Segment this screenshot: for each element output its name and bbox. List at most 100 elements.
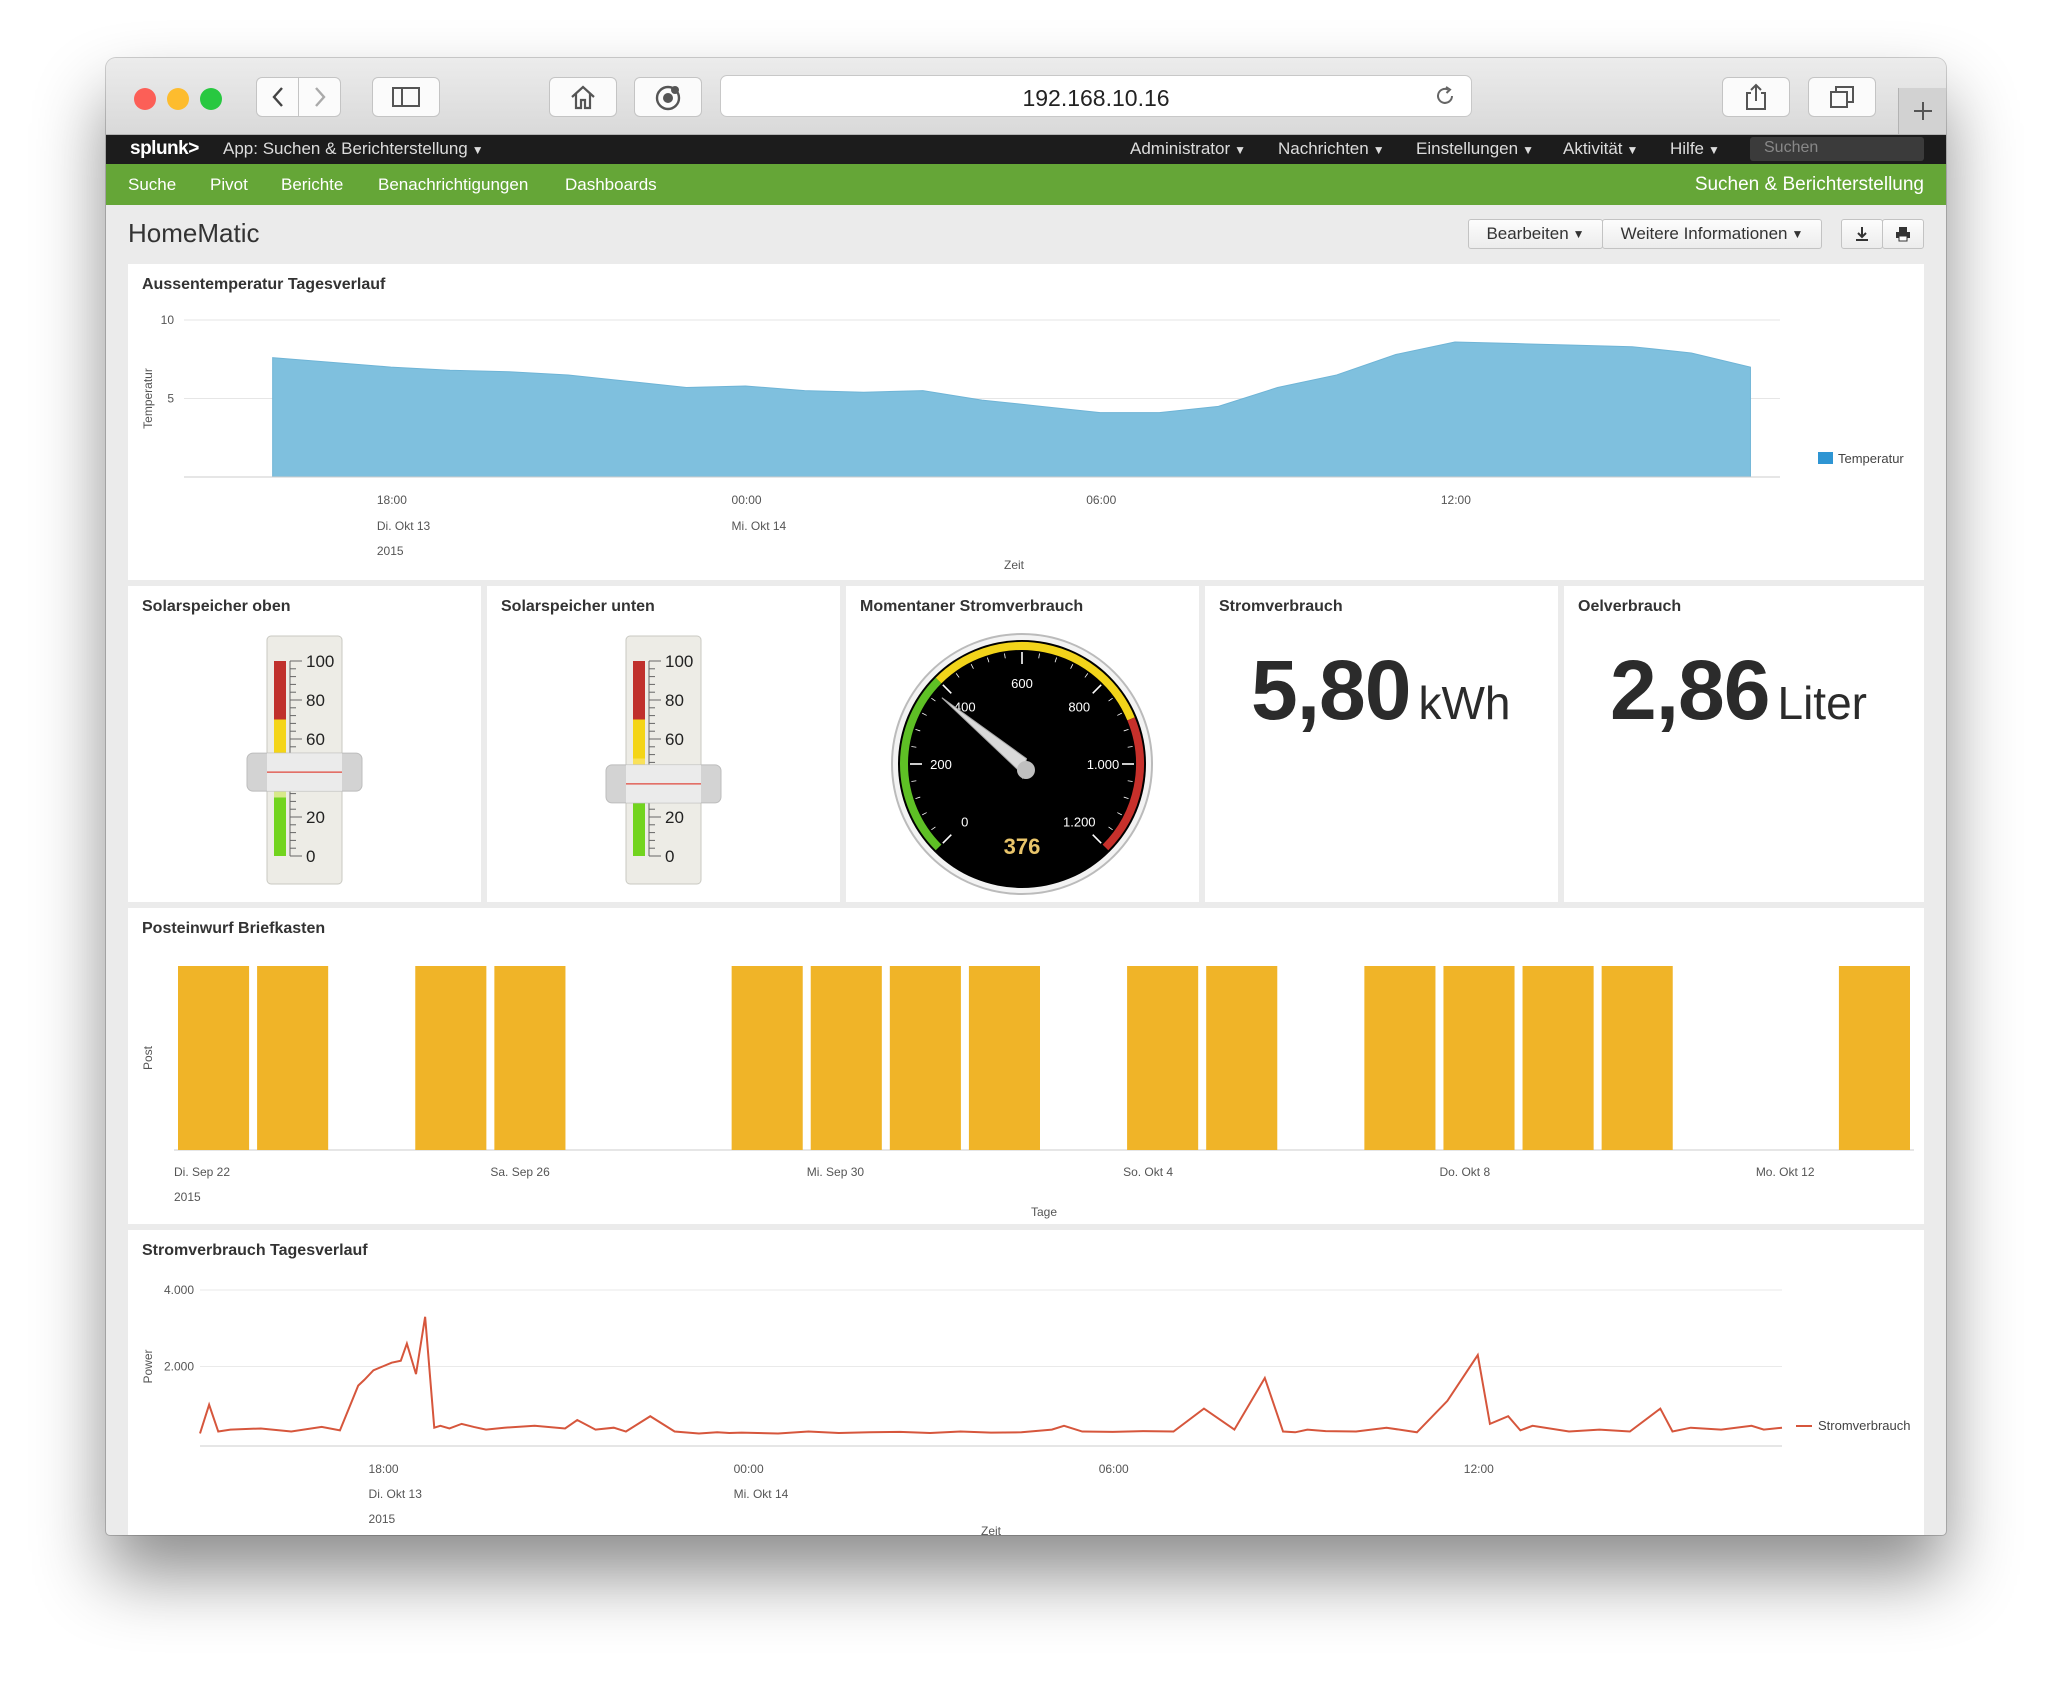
gauge-tick	[922, 812, 927, 816]
gauge-scale-label: 60	[306, 730, 325, 749]
gauge-tick	[915, 729, 921, 732]
panel-title: Momentaner Stromverbrauch	[860, 598, 1084, 615]
gauge-tick	[955, 673, 960, 678]
address-bar[interactable]: 192.168.10.16	[720, 75, 1472, 117]
bar	[889, 966, 961, 1150]
print-button[interactable]	[1882, 219, 1924, 249]
menu-administrator[interactable]: Administrator ▼	[1130, 139, 1247, 158]
more-info-button[interactable]: Weitere Informationen ▼	[1602, 219, 1822, 249]
bar	[1838, 966, 1910, 1150]
x-tick-label: 00:00	[734, 1462, 764, 1476]
power-day-chart: 4.000 2.000 18:00 Di. Okt 13 2015 00:00 Mi. Ok…	[141, 1283, 1910, 1535]
sidebar-icon	[392, 87, 420, 107]
app-name[interactable]: Suchen & Berichterstellung	[1694, 174, 1924, 195]
x-tick-date: Di. Okt 13	[377, 519, 431, 533]
bar	[415, 966, 487, 1150]
gauge-tick	[1004, 653, 1006, 659]
x-tick-label: Mo. Okt 12	[1756, 1165, 1815, 1179]
mailbox-panel: Posteinwurf Briefkasten Di. Sep 22 2015 Sa…	[128, 908, 1924, 1224]
browser-toolbar: 192.168.10.16	[106, 58, 1946, 135]
forward-button[interactable]	[298, 77, 341, 117]
minimize-window-button[interactable]	[167, 88, 189, 110]
zoom-window-button[interactable]	[200, 88, 222, 110]
mailbox-chart: Di. Sep 22 2015 Sa. Sep 26 Mi. Sep 30 So. Ok…	[141, 966, 1914, 1219]
gauge-color-band	[274, 719, 286, 759]
power-day-panel: Stromverbrauch Tagesverlauf 4.000 2.000 18…	[128, 1230, 1924, 1535]
x-tick-label: 06:00	[1099, 1462, 1129, 1476]
x-tick-year: 2015	[369, 1512, 396, 1526]
menu-help[interactable]: Hilfe ▼	[1670, 139, 1720, 158]
gauge-tick	[970, 664, 974, 669]
extension-icon	[655, 85, 681, 111]
single-value: 2,86 Liter	[1610, 642, 1867, 739]
temperature-chart: 10 5 18:00 Di. Okt 13 2015 00:00 Mi. Okt 14 06:…	[141, 313, 1904, 572]
gauge-tick	[911, 746, 917, 748]
extension-button[interactable]	[634, 77, 702, 117]
gauge-scale-label: 1.200	[1063, 814, 1096, 829]
chevron-down-icon: ▼	[471, 143, 484, 157]
gauge-tick	[1108, 697, 1113, 702]
solar-top-gauge: 020406080100	[246, 635, 363, 885]
x-tick-label: 12:00	[1441, 493, 1471, 507]
gauge-tick	[1038, 653, 1040, 659]
temperature-area	[272, 341, 1751, 478]
y-tick-label: 10	[161, 313, 175, 327]
x-axis-label: Zeit	[1004, 558, 1025, 572]
x-tick-label: 18:00	[377, 493, 407, 507]
solar-bottom-gauge: 020406080100	[605, 635, 722, 885]
bar	[968, 966, 1040, 1150]
chevron-right-icon	[314, 87, 326, 107]
home-button[interactable]	[549, 77, 617, 117]
back-button[interactable]	[256, 77, 299, 117]
x-tick-label: Do. Okt 8	[1439, 1165, 1490, 1179]
chevron-down-icon: ▼	[1626, 143, 1639, 157]
gauge-scale-label: 100	[665, 652, 693, 671]
splunk-search-input[interactable]: Suchen	[1750, 137, 1924, 161]
bar	[494, 966, 566, 1150]
y-tick-label: 2.000	[164, 1360, 194, 1374]
gauge-tick	[1108, 826, 1113, 831]
menu-activity[interactable]: Aktivität ▼	[1563, 139, 1639, 158]
gauge-tick	[942, 834, 952, 844]
app-selector[interactable]: App: Suchen & Berichterstellung ▼	[223, 139, 484, 158]
share-button[interactable]	[1722, 77, 1790, 117]
gauge-scale-label: 600	[1011, 676, 1033, 691]
panel-title: Stromverbrauch Tagesverlauf	[142, 1242, 368, 1259]
gauge-scale-label: 100	[306, 652, 334, 671]
tabs-overview-button[interactable]	[1808, 77, 1876, 117]
gauge-tick	[1054, 657, 1057, 663]
gauge-value-label: 376	[1004, 834, 1041, 859]
share-icon	[1746, 83, 1766, 110]
download-icon	[1856, 227, 1868, 241]
gauge-scale-label: 0	[961, 814, 968, 829]
export-button[interactable]	[1841, 219, 1883, 249]
menu-messages[interactable]: Nachrichten ▼	[1278, 139, 1385, 158]
energy-unit: kWh	[1418, 677, 1511, 729]
gauge-color-band	[633, 797, 645, 856]
sidebar-toggle-button[interactable]	[372, 77, 440, 117]
nav-pivot[interactable]: Pivot	[210, 175, 248, 194]
nav-dashboards[interactable]: Dashboards	[565, 175, 657, 194]
new-tab-button[interactable]	[1898, 88, 1946, 134]
nav-suche[interactable]: Suche	[128, 175, 177, 194]
gauge-color-band	[633, 661, 645, 720]
nav-berichte[interactable]: Berichte	[281, 175, 344, 194]
nav-benachrichtigungen[interactable]: Benachrichtigungen	[378, 175, 529, 194]
chevron-down-icon: ▼	[1372, 143, 1385, 157]
reload-icon[interactable]	[1433, 84, 1457, 108]
menu-settings[interactable]: Einstellungen ▼	[1416, 139, 1534, 158]
gauge-color-band	[274, 661, 286, 720]
splunk-logo[interactable]: splunk>	[130, 138, 199, 159]
gauge-tick	[987, 657, 990, 663]
energy-value: 5,80	[1251, 643, 1411, 737]
chevron-left-icon	[271, 87, 283, 107]
close-window-button[interactable]	[134, 88, 156, 110]
gauge-tick	[1092, 684, 1102, 694]
gauge-scale-label: 60	[665, 730, 684, 749]
chevron-down-icon: ▼	[1572, 227, 1585, 241]
x-tick-date: Di. Okt 13	[369, 1487, 423, 1501]
edit-button[interactable]: Bearbeiten ▼	[1468, 219, 1603, 249]
gauge-tick	[942, 684, 952, 694]
x-axis-label: Tage	[1031, 1205, 1057, 1219]
gauge-tick	[911, 780, 917, 782]
